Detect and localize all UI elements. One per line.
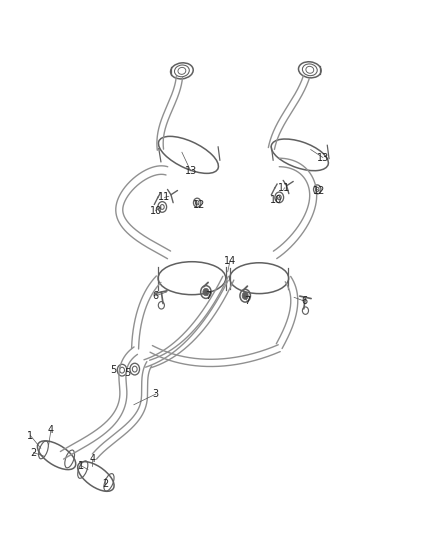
Text: 4: 4	[48, 425, 54, 435]
Text: 12: 12	[193, 200, 205, 211]
Text: 6: 6	[301, 296, 307, 306]
Text: 2: 2	[30, 448, 36, 457]
Text: 4: 4	[89, 454, 95, 464]
Text: 1: 1	[78, 461, 85, 471]
Text: 10: 10	[149, 206, 162, 216]
Text: 7: 7	[205, 290, 211, 301]
Text: 5: 5	[110, 365, 117, 375]
Text: 13: 13	[317, 152, 329, 163]
Text: 11: 11	[158, 192, 170, 203]
Text: 12: 12	[313, 186, 325, 196]
Text: 14: 14	[224, 256, 236, 266]
Ellipse shape	[203, 288, 209, 296]
Text: 11: 11	[279, 183, 291, 193]
Text: 13: 13	[184, 166, 197, 176]
Text: 1: 1	[27, 431, 33, 441]
Text: 3: 3	[152, 389, 159, 399]
Text: 5: 5	[124, 368, 131, 378]
Text: 7: 7	[244, 296, 251, 306]
Text: 6: 6	[152, 290, 159, 301]
Text: 2: 2	[102, 480, 109, 489]
Text: 10: 10	[270, 195, 282, 205]
Ellipse shape	[242, 292, 248, 300]
